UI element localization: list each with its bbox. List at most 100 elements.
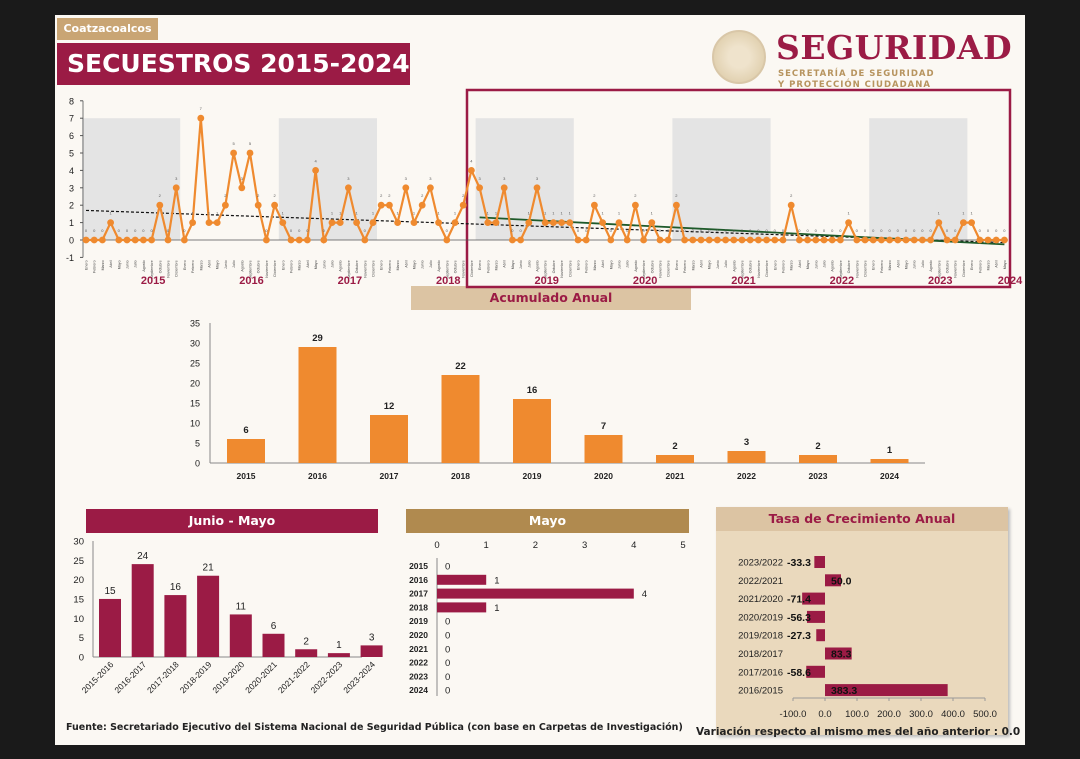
point-label: 2 [675, 193, 678, 198]
point-label: 0 [913, 228, 916, 233]
x-tick-label: 1 [484, 540, 489, 551]
month-label: Febrero [388, 260, 392, 273]
point-label: 3 [503, 176, 506, 181]
point-label: 0 [577, 228, 580, 233]
month-label: Noviembre [757, 260, 761, 277]
logo-subtitle-2: Y PROTECCIÓN CIUDADANA [778, 80, 931, 90]
variation-note: Variación respecto al mismo mes del año … [696, 726, 1021, 738]
month-label: Noviembre [265, 260, 269, 277]
point-label: 0 [946, 228, 949, 233]
month-label: Diciembre [175, 260, 179, 276]
month-label: Septiembre [150, 260, 154, 278]
point-label: 1 [970, 211, 973, 216]
logo-wordmark: SEGURIDAD [776, 28, 1013, 67]
point-label: 0 [519, 228, 522, 233]
y-tick-label: 2020 [409, 630, 428, 640]
bar-value-label: 50.0 [831, 575, 852, 587]
point-label: 5 [249, 141, 252, 146]
y-tick-label: 30 [73, 536, 84, 547]
point-label: 0 [831, 228, 834, 233]
x-tick-label: 2019 [523, 471, 542, 481]
month-label: Abril [896, 260, 900, 267]
monthly-point [722, 236, 729, 244]
month-label: Febrero [585, 260, 589, 273]
month-label: Agosto [240, 260, 244, 271]
x-tick-label: 2019-2020 [210, 659, 246, 695]
y-tick-label: 15 [73, 594, 84, 605]
point-label: 0 [979, 228, 982, 233]
month-label: Febrero [782, 260, 786, 273]
monthly-point [558, 219, 565, 227]
point-label: 0 [298, 228, 301, 233]
bar-value-label: 383.3 [831, 685, 857, 697]
x-tick-label: 2015 [237, 471, 256, 481]
month-label: Enero [380, 260, 384, 270]
monthly-point [550, 219, 557, 227]
x-tick-label: 100.0 [845, 709, 869, 720]
monthly-point [353, 219, 360, 227]
year-label: 2015 [141, 275, 165, 287]
point-label: 3 [405, 176, 408, 181]
month-label: Noviembre [855, 260, 859, 277]
monthly-point [910, 236, 918, 244]
month-label: Diciembre [470, 260, 474, 276]
monthly-point [148, 236, 156, 244]
monthly-point [771, 236, 779, 244]
month-label: Octubre [749, 260, 753, 273]
bar-value-label: 4 [642, 589, 647, 600]
bar-value-label: 1 [887, 445, 893, 456]
point-label: 3 [429, 176, 432, 181]
monthly-point [935, 219, 943, 227]
point-label: 0 [798, 228, 801, 233]
monthly-point [992, 236, 1000, 244]
y-tick-label: 20 [190, 379, 200, 389]
year-band-2015 [82, 118, 181, 240]
month-label: Marzo [888, 260, 892, 270]
month-label: Julio [823, 260, 827, 267]
point-label: 2 [421, 193, 424, 198]
monthly-point [738, 236, 746, 244]
monthly-point [386, 201, 393, 209]
point-label: 7 [200, 106, 203, 111]
june-may-bar-2021-2022 [295, 649, 318, 657]
monthly-point [509, 236, 516, 244]
month-label: Abril [208, 260, 212, 267]
point-label: 2 [634, 193, 637, 198]
month-label: Septiembre [741, 260, 745, 278]
monthly-point [566, 219, 574, 227]
point-label: 3 [241, 176, 244, 181]
month-label: Agosto [437, 260, 441, 271]
bar-value-label: -33.3 [787, 557, 811, 569]
point-label: 0 [888, 228, 891, 233]
annual-bar-2023 [799, 455, 837, 463]
x-tick-label: 5 [680, 540, 685, 551]
point-label: 3 [536, 176, 539, 181]
month-label: Octubre [650, 260, 654, 273]
x-tick-label: 2023-2024 [341, 659, 377, 695]
x-tick-label: 2021-2022 [276, 659, 312, 695]
point-label: 1 [651, 211, 654, 216]
monthly-point [541, 219, 549, 227]
point-label: 0 [101, 228, 104, 233]
monthly-point [837, 236, 844, 244]
point-label: 4 [314, 158, 317, 163]
monthly-point [131, 236, 139, 244]
point-label: 0 [85, 228, 88, 233]
point-label: 1 [962, 211, 965, 216]
monthly-point [295, 236, 303, 244]
month-label: Febrero [191, 260, 195, 273]
monthly-point [238, 184, 246, 192]
month-label: Marzo [199, 260, 203, 270]
month-label: Junio [126, 260, 130, 269]
monthly-point [648, 219, 656, 227]
monthly-point [779, 236, 787, 244]
point-label: 0 [692, 228, 695, 233]
x-tick-label: 2021 [666, 471, 685, 481]
june-may-bar-2020-2021 [262, 633, 285, 657]
x-tick-label: 0 [434, 540, 439, 551]
point-label: 0 [806, 228, 809, 233]
point-label: 0 [93, 228, 96, 233]
y-tick-label: 2023 [409, 671, 428, 681]
